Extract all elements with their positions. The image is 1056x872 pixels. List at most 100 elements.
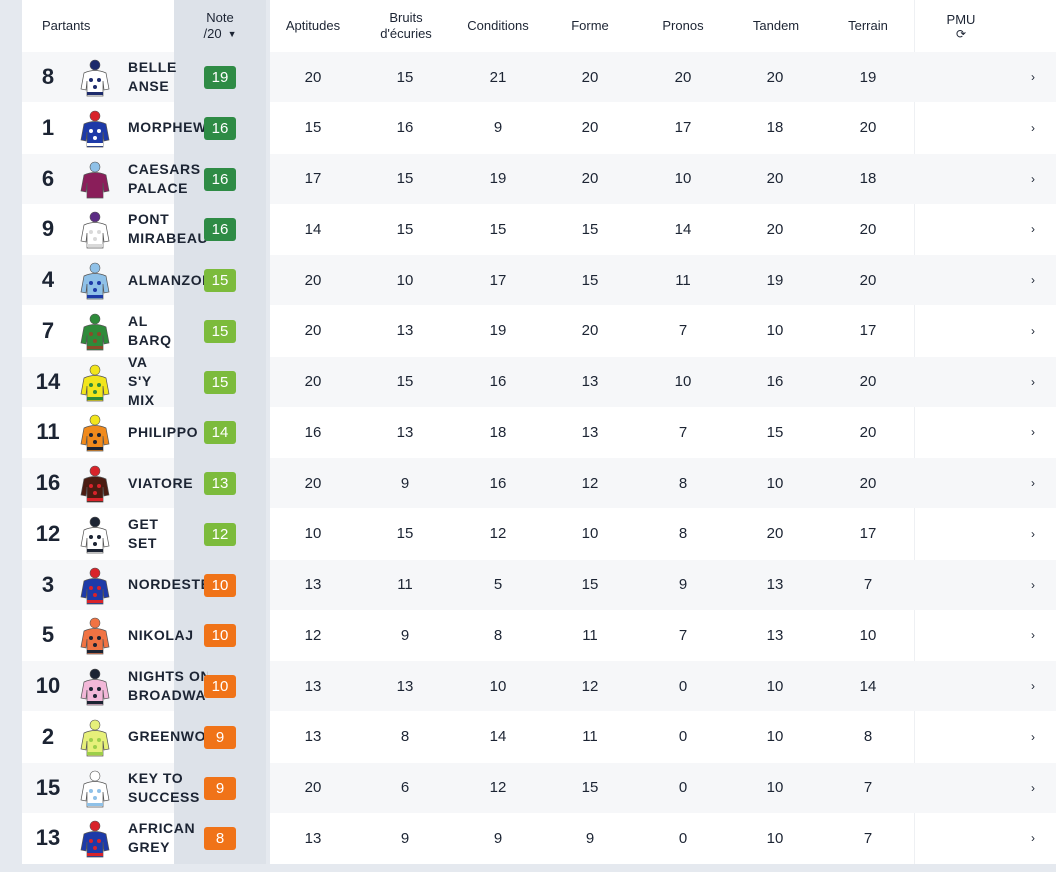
table-row[interactable]: 4 ALMANZOR 15 20 10 17 15 11 19 20 › — [22, 255, 1056, 305]
chevron-right-icon[interactable]: › — [1031, 273, 1035, 287]
pronos-value: 0 — [678, 677, 688, 695]
header-conditions[interactable]: Conditions — [467, 18, 529, 33]
row-stripe — [270, 559, 1056, 610]
header-bruits[interactable]: Bruits d'écuries — [380, 10, 432, 41]
runner-number: 5 — [41, 622, 55, 648]
conditions-value: 16 — [489, 474, 507, 492]
chevron-right-icon[interactable]: › — [1031, 628, 1035, 643]
bruits-value: 15 — [396, 68, 414, 86]
horse-name[interactable]: VIATORE — [128, 474, 194, 491]
horse-name[interactable]: GREENWOOD — [128, 728, 208, 745]
aptitudes-value: 13 — [304, 677, 322, 695]
header-note[interactable]: Note /20 ▼ — [203, 10, 237, 41]
chevron-right-icon[interactable]: › — [1031, 780, 1035, 795]
bruits-value: 13 — [396, 677, 414, 695]
chevron-right-icon[interactable]: › — [1031, 323, 1035, 338]
chevron-right-icon[interactable]: › — [1031, 222, 1035, 237]
header-forme[interactable]: Forme — [571, 18, 609, 33]
header-pmu[interactable]: PMU ⟳ — [946, 12, 976, 41]
horse-name[interactable]: ALMANZOR — [128, 271, 208, 288]
note-badge: 15 — [204, 319, 236, 343]
horse-name[interactable]: NIKOLAJ — [128, 626, 194, 643]
table-row[interactable]: 8 BELLE ANSE 19 20 15 21 20 20 20 19 › — [22, 52, 1056, 102]
conditions-value: 17 — [489, 271, 507, 289]
chevron-right-icon[interactable]: › — [1031, 729, 1035, 744]
table-row[interactable]: 12 GET SET 12 10 15 12 10 8 20 17 › — [22, 509, 1056, 559]
table-row[interactable]: 16 VIATORE 13 20 9 16 12 8 10 20 › — [22, 458, 1056, 508]
table-row[interactable]: 3 NORDESTE 10 13 11 5 15 9 13 7 › — [22, 559, 1056, 610]
horse-name[interactable]: BELLE ANSE — [128, 59, 177, 94]
tandem-value: 13 — [766, 576, 784, 593]
note-badge: 16 — [204, 218, 236, 242]
table-row[interactable]: 14 VA S'Y MIX 15 20 15 16 13 10 16 20 › — [22, 356, 1056, 407]
bruits-value: 11 — [397, 576, 413, 593]
column-gap — [266, 0, 270, 864]
chevron-right-icon[interactable]: › — [1031, 425, 1035, 440]
header-tandem[interactable]: Tandem — [752, 18, 800, 33]
table-row[interactable]: 15 KEY TO SUCCESS 9 20 6 12 15 0 10 7 › — [22, 762, 1056, 813]
table-row[interactable]: 7 AL BARQ 15 20 13 19 20 7 10 17 › — [22, 306, 1056, 356]
runner-number: 8 — [41, 64, 55, 89]
aptitudes-value: 13 — [304, 728, 322, 746]
pronos-value: 17 — [674, 119, 692, 137]
conditions-value: 12 — [489, 525, 507, 543]
chevron-right-icon[interactable]: › — [1031, 526, 1035, 541]
column-separator — [914, 0, 915, 864]
runner-number: 1 — [41, 114, 55, 140]
table-row[interactable]: 6 CAESARS PALACE 16 17 15 19 20 10 20 18 › — [22, 153, 1056, 204]
note-badge: 10 — [204, 624, 236, 648]
horse-name[interactable]: NIGHTS ON BROADWAY — [128, 668, 208, 703]
horse-name[interactable]: GET SET — [128, 515, 159, 551]
horse-name[interactable]: VA S'Y MIX — [128, 356, 155, 407]
horse-name[interactable]: AL BARQ — [128, 312, 172, 348]
table-row[interactable]: 2 GREENWOOD9 13 8 14 11 0 10 8 › — [22, 712, 1056, 762]
horse-name[interactable]: KEY TO SUCCESS — [128, 769, 200, 805]
header-aptitudes[interactable]: Aptitudes — [285, 18, 341, 33]
chevron-right-icon[interactable]: › — [1031, 374, 1035, 389]
refresh-icon[interactable]: ⟳ — [955, 27, 967, 41]
header-terrain[interactable]: Terrain — [848, 18, 888, 33]
horse-name[interactable]: CAESARS PALACE — [128, 160, 201, 196]
row-stripe — [270, 661, 1056, 711]
table-row[interactable]: 13 AFRICAN GREY 8 13 9 9 9 0 10 7 › — [22, 813, 1056, 863]
bruits-value: 15 — [396, 525, 414, 543]
runner-number: 14 — [35, 368, 61, 394]
note-badge: 9 — [204, 725, 236, 749]
jockey-silk-icon — [80, 567, 110, 604]
chevron-right-icon[interactable]: › — [1031, 831, 1035, 846]
horse-name[interactable]: PHILIPPO — [128, 423, 199, 440]
forme-value: 13 — [581, 423, 599, 441]
aptitudes-value: 17 — [304, 170, 322, 187]
bruits-value: 9 — [400, 474, 410, 492]
chevron-right-icon[interactable]: › — [1031, 171, 1035, 186]
horse-name[interactable]: MORPHEW — [128, 119, 207, 136]
conditions-value: 16 — [489, 373, 507, 390]
bruits-value: 15 — [396, 170, 414, 187]
forme-value: 11 — [582, 626, 598, 644]
pronos-value: 7 — [678, 322, 688, 340]
table-row[interactable]: 9 PONT MIRABEAU 16 14 15 15 15 14 20 20 › — [22, 204, 1056, 254]
chevron-right-icon[interactable]: › — [1031, 120, 1035, 135]
conditions-value: 18 — [489, 423, 507, 441]
terrain-value: 14 — [859, 677, 877, 695]
note-badge: 8 — [204, 827, 236, 851]
tandem-value: 13 — [766, 626, 784, 644]
chevron-right-icon[interactable]: › — [1031, 476, 1035, 490]
horse-name[interactable]: AFRICAN GREY — [128, 820, 196, 856]
table-row[interactable]: 5 NIKOLAJ 10 12 9 8 11 7 13 10 › — [22, 610, 1056, 660]
table-row[interactable]: 11 PHILIPPO 14 16 13 18 13 7 15 20 › — [22, 407, 1056, 457]
conditions-value: 21 — [489, 68, 507, 86]
aptitudes-value: 13 — [304, 829, 322, 847]
aptitudes-value: 13 — [304, 576, 322, 593]
table-row[interactable]: 1 MORPHEW 16 15 16 9 20 17 18 20 › — [22, 103, 1056, 153]
forme-value: 10 — [581, 525, 599, 543]
chevron-right-icon[interactable]: › — [1031, 70, 1035, 84]
horse-name[interactable]: NORDESTE — [128, 576, 208, 592]
header-partants[interactable]: Partants — [42, 18, 91, 33]
header-pronos[interactable]: Pronos — [662, 18, 704, 33]
chevron-right-icon[interactable]: › — [1031, 679, 1035, 693]
pronos-value: 10 — [674, 170, 692, 187]
chevron-right-icon[interactable]: › — [1031, 577, 1035, 592]
horse-name[interactable]: PONT MIRABEAU — [128, 211, 208, 247]
